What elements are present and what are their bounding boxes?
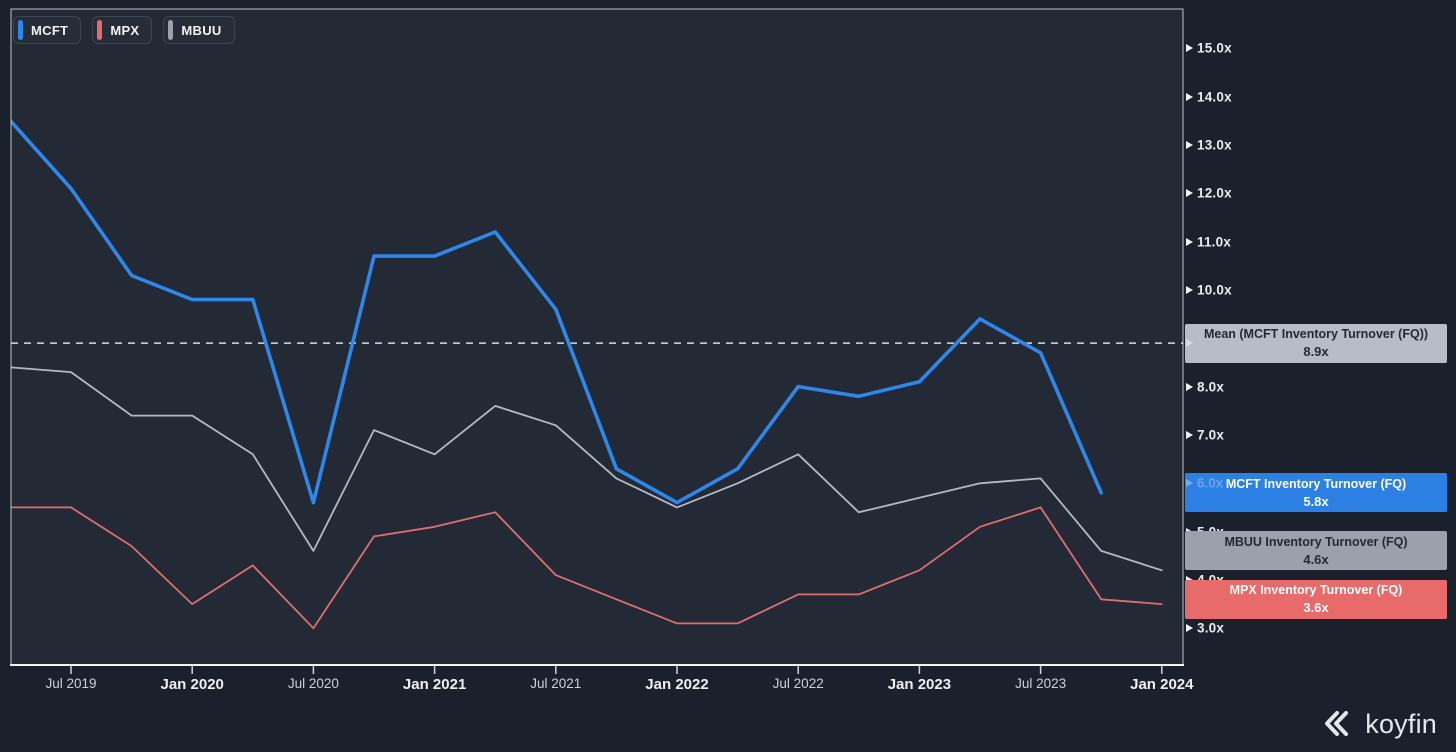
chart-plot-area[interactable]: [0, 0, 1456, 700]
legend-ticker-label: MCFT: [31, 22, 69, 38]
x-tick-label: Jul 2021: [530, 676, 582, 691]
series-line-mpx: [11, 506, 1163, 630]
mean-value-badge: Mean (MCFT Inventory Turnover (FQ)) 8.9x: [1185, 323, 1447, 363]
badge-series-name: Mean (MCFT Inventory Turnover (FQ)): [1203, 327, 1429, 342]
x-tick-label: Jan 2024: [1130, 676, 1194, 693]
x-tick-label: Jul 2023: [1015, 676, 1067, 691]
mpx-value-badge: MPX Inventory Turnover (FQ) 3.6x: [1185, 579, 1447, 619]
x-tick-label: Jul 2020: [287, 676, 339, 691]
legend-color-bar: [97, 20, 103, 40]
badge-series-name: MBUU Inventory Turnover (FQ): [1224, 534, 1408, 549]
y-tick-label: 13.0x: [1197, 137, 1232, 153]
y-tick-label: 3.0x: [1197, 620, 1225, 636]
y-tick-label: 14.0x: [1197, 89, 1232, 105]
x-tick-label: Jul 2022: [772, 676, 824, 691]
koyfin-logo[interactable]: koyfin: [1322, 708, 1437, 740]
mbuu-value-badge: MBUU Inventory Turnover (FQ) 4.6x: [1185, 531, 1447, 571]
koyfin-logo-icon: [1325, 711, 1349, 736]
badge-series-name: MPX Inventory Turnover (FQ): [1229, 583, 1403, 598]
y-tick-arrow-icon: [1186, 140, 1193, 149]
y-tick-label: 12.0x: [1197, 185, 1232, 201]
badge-last-value: 3.6x: [1303, 600, 1329, 616]
x-tick-label: Jan 2020: [160, 676, 224, 693]
y-tick-label: 15.0x: [1197, 40, 1232, 56]
y-tick-arrow-icon: [1186, 382, 1193, 391]
legend-ticker-label: MBUU: [181, 22, 222, 38]
plot-background: [11, 9, 1183, 665]
series-line-mcft: [11, 119, 1103, 505]
y-tick-arrow-icon: [1186, 285, 1193, 294]
y-tick-label: 8.0x: [1197, 379, 1225, 395]
y-tick-arrow-icon: [1186, 237, 1193, 246]
legend-chip-mcft[interactable]: MCFT: [13, 16, 82, 44]
legend-chip-mbuu[interactable]: MBUU: [163, 16, 235, 44]
y-tick-arrow-icon: [1186, 479, 1193, 488]
legend-ticker-label: MPX: [110, 22, 140, 38]
y-tick-arrow-icon: [1186, 339, 1193, 348]
y-tick-label-dimmed: 6.0x: [1197, 475, 1224, 491]
y-tick-arrow-icon: [1186, 189, 1193, 198]
koyfin-logo-text: koyfin: [1365, 708, 1437, 739]
y-tick-label: 11.0x: [1197, 234, 1232, 250]
x-tick-label: Jan 2021: [402, 676, 467, 693]
legend: MCFT MPX MBUU: [0, 16, 235, 44]
badge-series-name: MCFT Inventory Turnover (FQ): [1225, 476, 1407, 491]
badge-last-value: 8.9x: [1303, 344, 1329, 360]
y-tick-arrow-icon: [1186, 44, 1193, 53]
y-tick-arrow-icon: [1186, 92, 1193, 101]
badge-last-value: 4.6x: [1303, 551, 1329, 567]
legend-color-bar: [168, 20, 174, 40]
badge-last-value: 5.8x: [1303, 493, 1329, 509]
x-tick-label: Jan 2023: [887, 676, 952, 693]
x-tick-label: Jul 2019: [45, 676, 97, 691]
mcft-value-badge: MCFT Inventory Turnover (FQ) 5.8x: [1185, 473, 1447, 513]
legend-chip-mpx[interactable]: MPX: [92, 16, 153, 44]
y-tick-arrow-icon: [1186, 624, 1193, 633]
legend-color-bar: [18, 20, 23, 40]
y-tick-arrow-icon: [1186, 430, 1193, 439]
y-tick-label: 10.0x: [1197, 282, 1232, 298]
x-tick-label: Jan 2022: [645, 676, 709, 693]
series-line-mbuu: [11, 366, 1163, 572]
y-tick-label: 7.0x: [1197, 427, 1225, 443]
